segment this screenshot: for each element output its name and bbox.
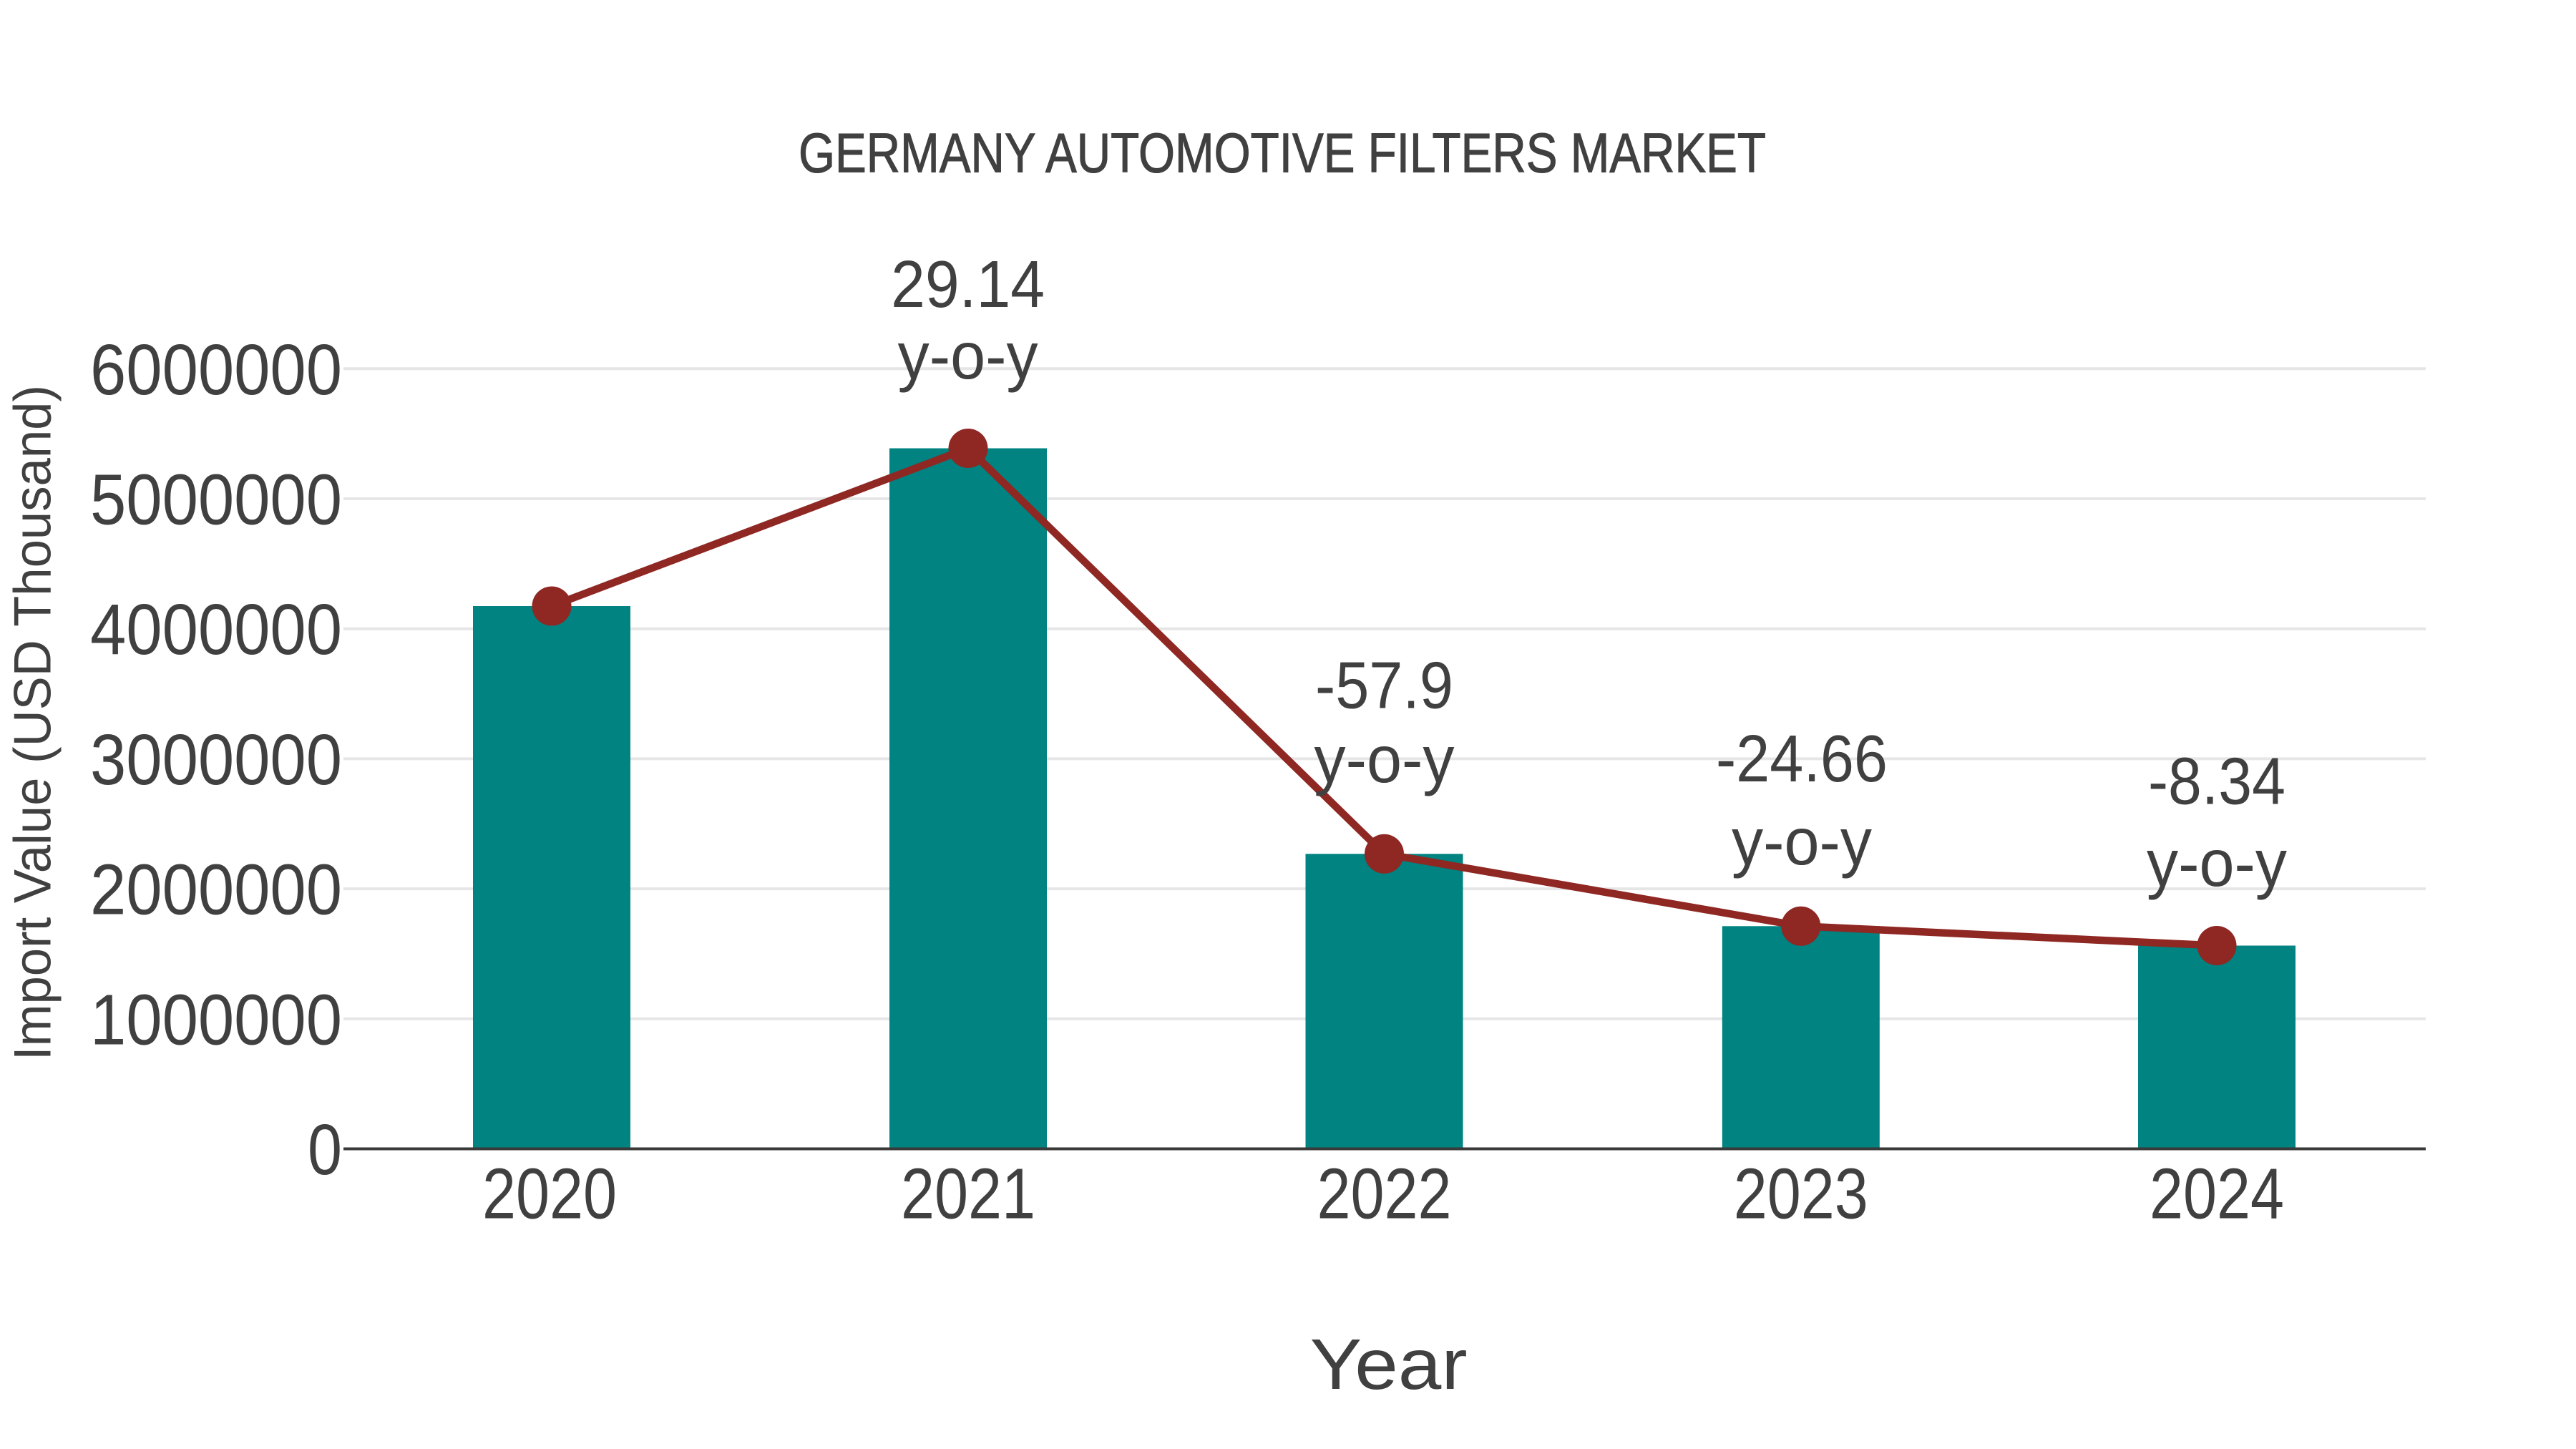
svg-text:0: 0 bbox=[308, 1110, 342, 1190]
svg-text:Import Value (USD Thousand): Import Value (USD Thousand) bbox=[4, 385, 62, 1060]
svg-text:5000000: 5000000 bbox=[90, 460, 342, 540]
svg-text:2022: 2022 bbox=[1317, 1154, 1452, 1234]
svg-text:y-o-y: y-o-y bbox=[898, 318, 1038, 393]
svg-text:-8.34: -8.34 bbox=[2148, 743, 2285, 818]
svg-text:2000000: 2000000 bbox=[90, 850, 342, 930]
svg-text:y-o-y: y-o-y bbox=[1314, 722, 1455, 796]
svg-text:y-o-y: y-o-y bbox=[2147, 826, 2287, 900]
svg-text:-57.9: -57.9 bbox=[1315, 648, 1453, 722]
svg-text:2021: 2021 bbox=[901, 1154, 1035, 1234]
svg-text:6000000: 6000000 bbox=[90, 330, 342, 410]
svg-text:29.14: 29.14 bbox=[891, 247, 1045, 321]
svg-text:1000000: 1000000 bbox=[90, 980, 342, 1060]
svg-text:Year: Year bbox=[1310, 1324, 1468, 1405]
svg-text:2024: 2024 bbox=[2150, 1154, 2284, 1234]
svg-text:2020: 2020 bbox=[482, 1154, 617, 1234]
svg-text:2023: 2023 bbox=[1734, 1154, 1868, 1234]
svg-text:y-o-y: y-o-y bbox=[1732, 804, 1872, 879]
svg-text:4000000: 4000000 bbox=[90, 590, 342, 670]
svg-text:3000000: 3000000 bbox=[90, 720, 342, 800]
svg-text:GERMANY AUTOMOTIVE FILTERS MAR: GERMANY AUTOMOTIVE FILTERS MARKET bbox=[799, 122, 1766, 185]
svg-text:-24.66: -24.66 bbox=[1716, 721, 1888, 796]
